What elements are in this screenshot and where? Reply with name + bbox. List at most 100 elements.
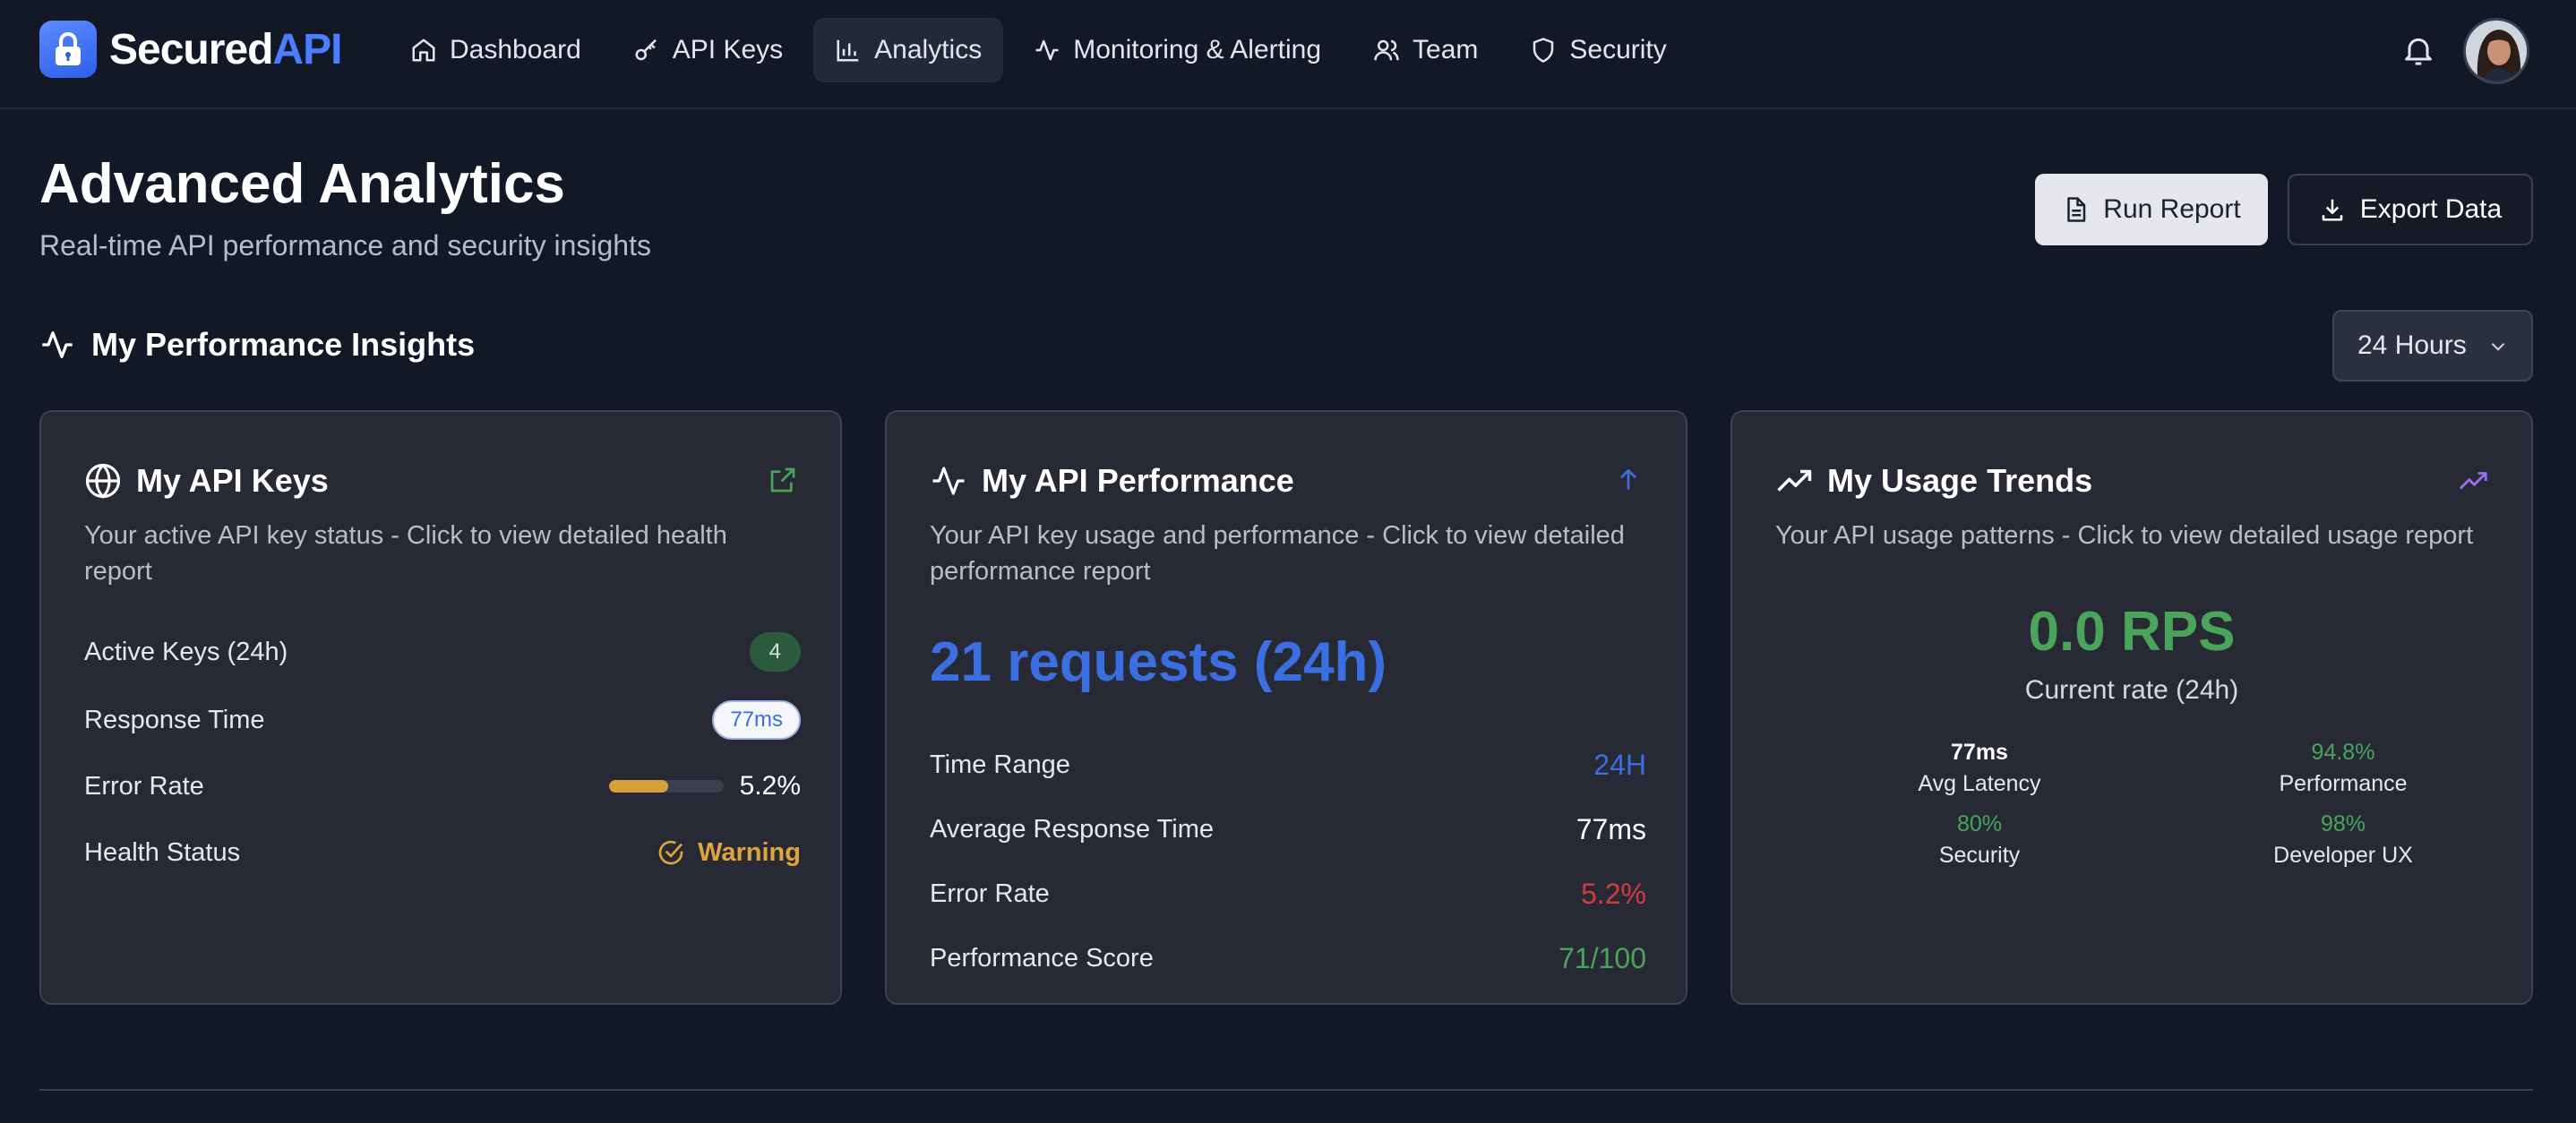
api-keys-card-description: Your active API key status - Click to vi… — [84, 521, 727, 586]
time-range-select[interactable]: 24 Hours — [2332, 310, 2533, 381]
lock-logo-icon — [39, 21, 97, 78]
stat-security: 80% Security — [1845, 811, 2114, 869]
health-status-row: Health Status Warning — [84, 833, 801, 872]
api-keys-card[interactable]: My API Keys Your active API key status -… — [39, 410, 842, 1005]
active-keys-label: Active Keys (24h) — [84, 637, 288, 666]
key-icon — [635, 39, 657, 61]
section-title: My Performance Insights — [39, 326, 475, 364]
external-link-icon[interactable] — [769, 466, 797, 494]
perf-row-label: Time Range — [930, 750, 1070, 779]
nav-item-team[interactable]: Team — [1352, 18, 1499, 82]
stat-value: 94.8% — [2311, 740, 2375, 765]
health-status-value: Warning — [657, 838, 801, 868]
top-nav: SecuredAPI Dashboard API Keys Analytics … — [0, 0, 2576, 109]
nav-item-label: Security — [1569, 35, 1667, 64]
check-circle-icon — [658, 840, 683, 865]
trending-up-icon — [2459, 472, 2487, 490]
stat-label: Avg Latency — [1918, 771, 2041, 796]
brand-name: SecuredAPI — [109, 25, 342, 74]
globe-icon — [85, 463, 121, 499]
nav-items: Dashboard API Keys Analytics Monitoring … — [389, 18, 1688, 82]
nav-item-label: Team — [1413, 35, 1479, 64]
usage-trends-card-description: Your API usage patterns - Click to view … — [1775, 521, 2474, 550]
response-time-row: Response Time 77ms — [84, 700, 801, 740]
perf-row-label: Error Rate — [930, 879, 1050, 908]
error-rate-bar — [608, 780, 724, 793]
brand-name-primary: Secured — [109, 25, 273, 73]
run-report-button[interactable]: Run Report — [2035, 174, 2268, 245]
nav-item-label: Monitoring & Alerting — [1073, 35, 1322, 64]
stat-developer-ux: 98% Developer UX — [2209, 811, 2477, 869]
error-rate-value: 5.2% — [739, 771, 801, 801]
api-performance-card[interactable]: My API Performance Your API key usage an… — [885, 410, 1687, 1005]
activity-icon — [42, 331, 73, 358]
nav-item-dashboard[interactable]: Dashboard — [389, 18, 603, 82]
nav-item-api-keys[interactable]: API Keys — [612, 18, 804, 82]
error-rate-row: Error Rate 5.2% — [84, 767, 801, 806]
perf-row-score: Performance Score 71/100 — [930, 939, 1646, 978]
section-title-label: My Performance Insights — [91, 326, 476, 363]
notifications-bell-icon[interactable] — [2400, 32, 2436, 68]
stat-performance: 94.8% Performance — [2209, 740, 2477, 797]
active-keys-badge: 4 — [749, 632, 801, 672]
error-rate-meter: 5.2% — [608, 771, 801, 802]
current-rps: 0.0 RPS — [2028, 601, 2236, 663]
activity-icon — [1035, 39, 1059, 61]
nav-item-label: API Keys — [672, 35, 784, 64]
api-performance-card-description: Your API key usage and performance - Cli… — [930, 521, 1625, 586]
perf-row-value: 24H — [1593, 748, 1646, 781]
usage-trends-card-header: My Usage Trends — [1775, 462, 2092, 500]
perf-row-value: 77ms — [1576, 812, 1646, 845]
perf-row-value: 5.2% — [1581, 877, 1646, 910]
shield-icon — [1533, 38, 1554, 63]
error-rate-bar-fill — [608, 780, 669, 793]
file-text-icon — [2067, 197, 2086, 222]
home-icon — [412, 39, 435, 62]
nav-item-monitoring[interactable]: Monitoring & Alerting — [1012, 18, 1343, 82]
user-avatar[interactable] — [2463, 18, 2529, 84]
error-rate-label: Error Rate — [84, 771, 204, 801]
api-keys-card-title: My API Keys — [136, 462, 329, 499]
health-status-label: Health Status — [84, 837, 241, 867]
nav-item-security[interactable]: Security — [1508, 18, 1687, 82]
perf-row-label: Performance Score — [930, 943, 1154, 973]
perf-row-value: 71/100 — [1558, 941, 1646, 974]
export-data-label: Export Data — [2359, 194, 2503, 224]
page-title: Advanced Analytics — [39, 153, 565, 215]
perf-row-avg-response: Average Response Time 77ms — [930, 810, 1646, 849]
activity-icon — [932, 467, 965, 495]
stat-avg-latency: 77ms Avg Latency — [1845, 740, 2114, 797]
stat-label: Security — [1938, 843, 2021, 868]
response-time-badge: 77ms — [712, 700, 801, 740]
stat-value: 80% — [1956, 811, 2003, 836]
export-data-button[interactable]: Export Data — [2288, 174, 2533, 245]
usage-trends-card[interactable]: My Usage Trends Your API usage patterns … — [1730, 410, 2533, 1005]
nav-item-label: Dashboard — [450, 35, 581, 64]
usage-trends-card-title: My Usage Trends — [1827, 462, 2093, 499]
stat-label: Performance — [2279, 771, 2408, 796]
active-keys-row: Active Keys (24h) 4 — [84, 632, 801, 672]
run-report-label: Run Report — [2103, 194, 2241, 224]
time-range-value: 24 Hours — [2357, 330, 2467, 360]
response-time-label: Response Time — [84, 705, 265, 734]
api-keys-card-header: My API Keys — [84, 462, 329, 500]
stat-value: 77ms — [1951, 740, 2008, 765]
page-subtitle: Real-time API performance and security i… — [39, 229, 651, 261]
stat-value: 98% — [2320, 811, 2366, 836]
health-status-text: Warning — [698, 837, 801, 867]
requests-headline: 21 requests (24h) — [930, 631, 1387, 693]
nav-item-analytics[interactable]: Analytics — [813, 18, 1004, 82]
brand[interactable]: SecuredAPI — [39, 21, 342, 78]
current-rps-caption: Current rate (24h) — [2024, 675, 2239, 705]
perf-row-error-rate: Error Rate 5.2% — [930, 874, 1646, 913]
arrow-up-icon — [1620, 468, 1636, 490]
download-icon — [2322, 199, 2343, 221]
nav-item-label: Analytics — [874, 35, 983, 64]
api-performance-card-title: My API Performance — [982, 462, 1294, 499]
chevron-down-icon — [2491, 342, 2505, 351]
perf-row-label: Average Response Time — [930, 814, 1215, 844]
perf-row-time-range: Time Range 24H — [930, 745, 1646, 784]
api-performance-card-header: My API Performance — [930, 462, 1294, 500]
trending-up-icon — [1777, 469, 1812, 492]
